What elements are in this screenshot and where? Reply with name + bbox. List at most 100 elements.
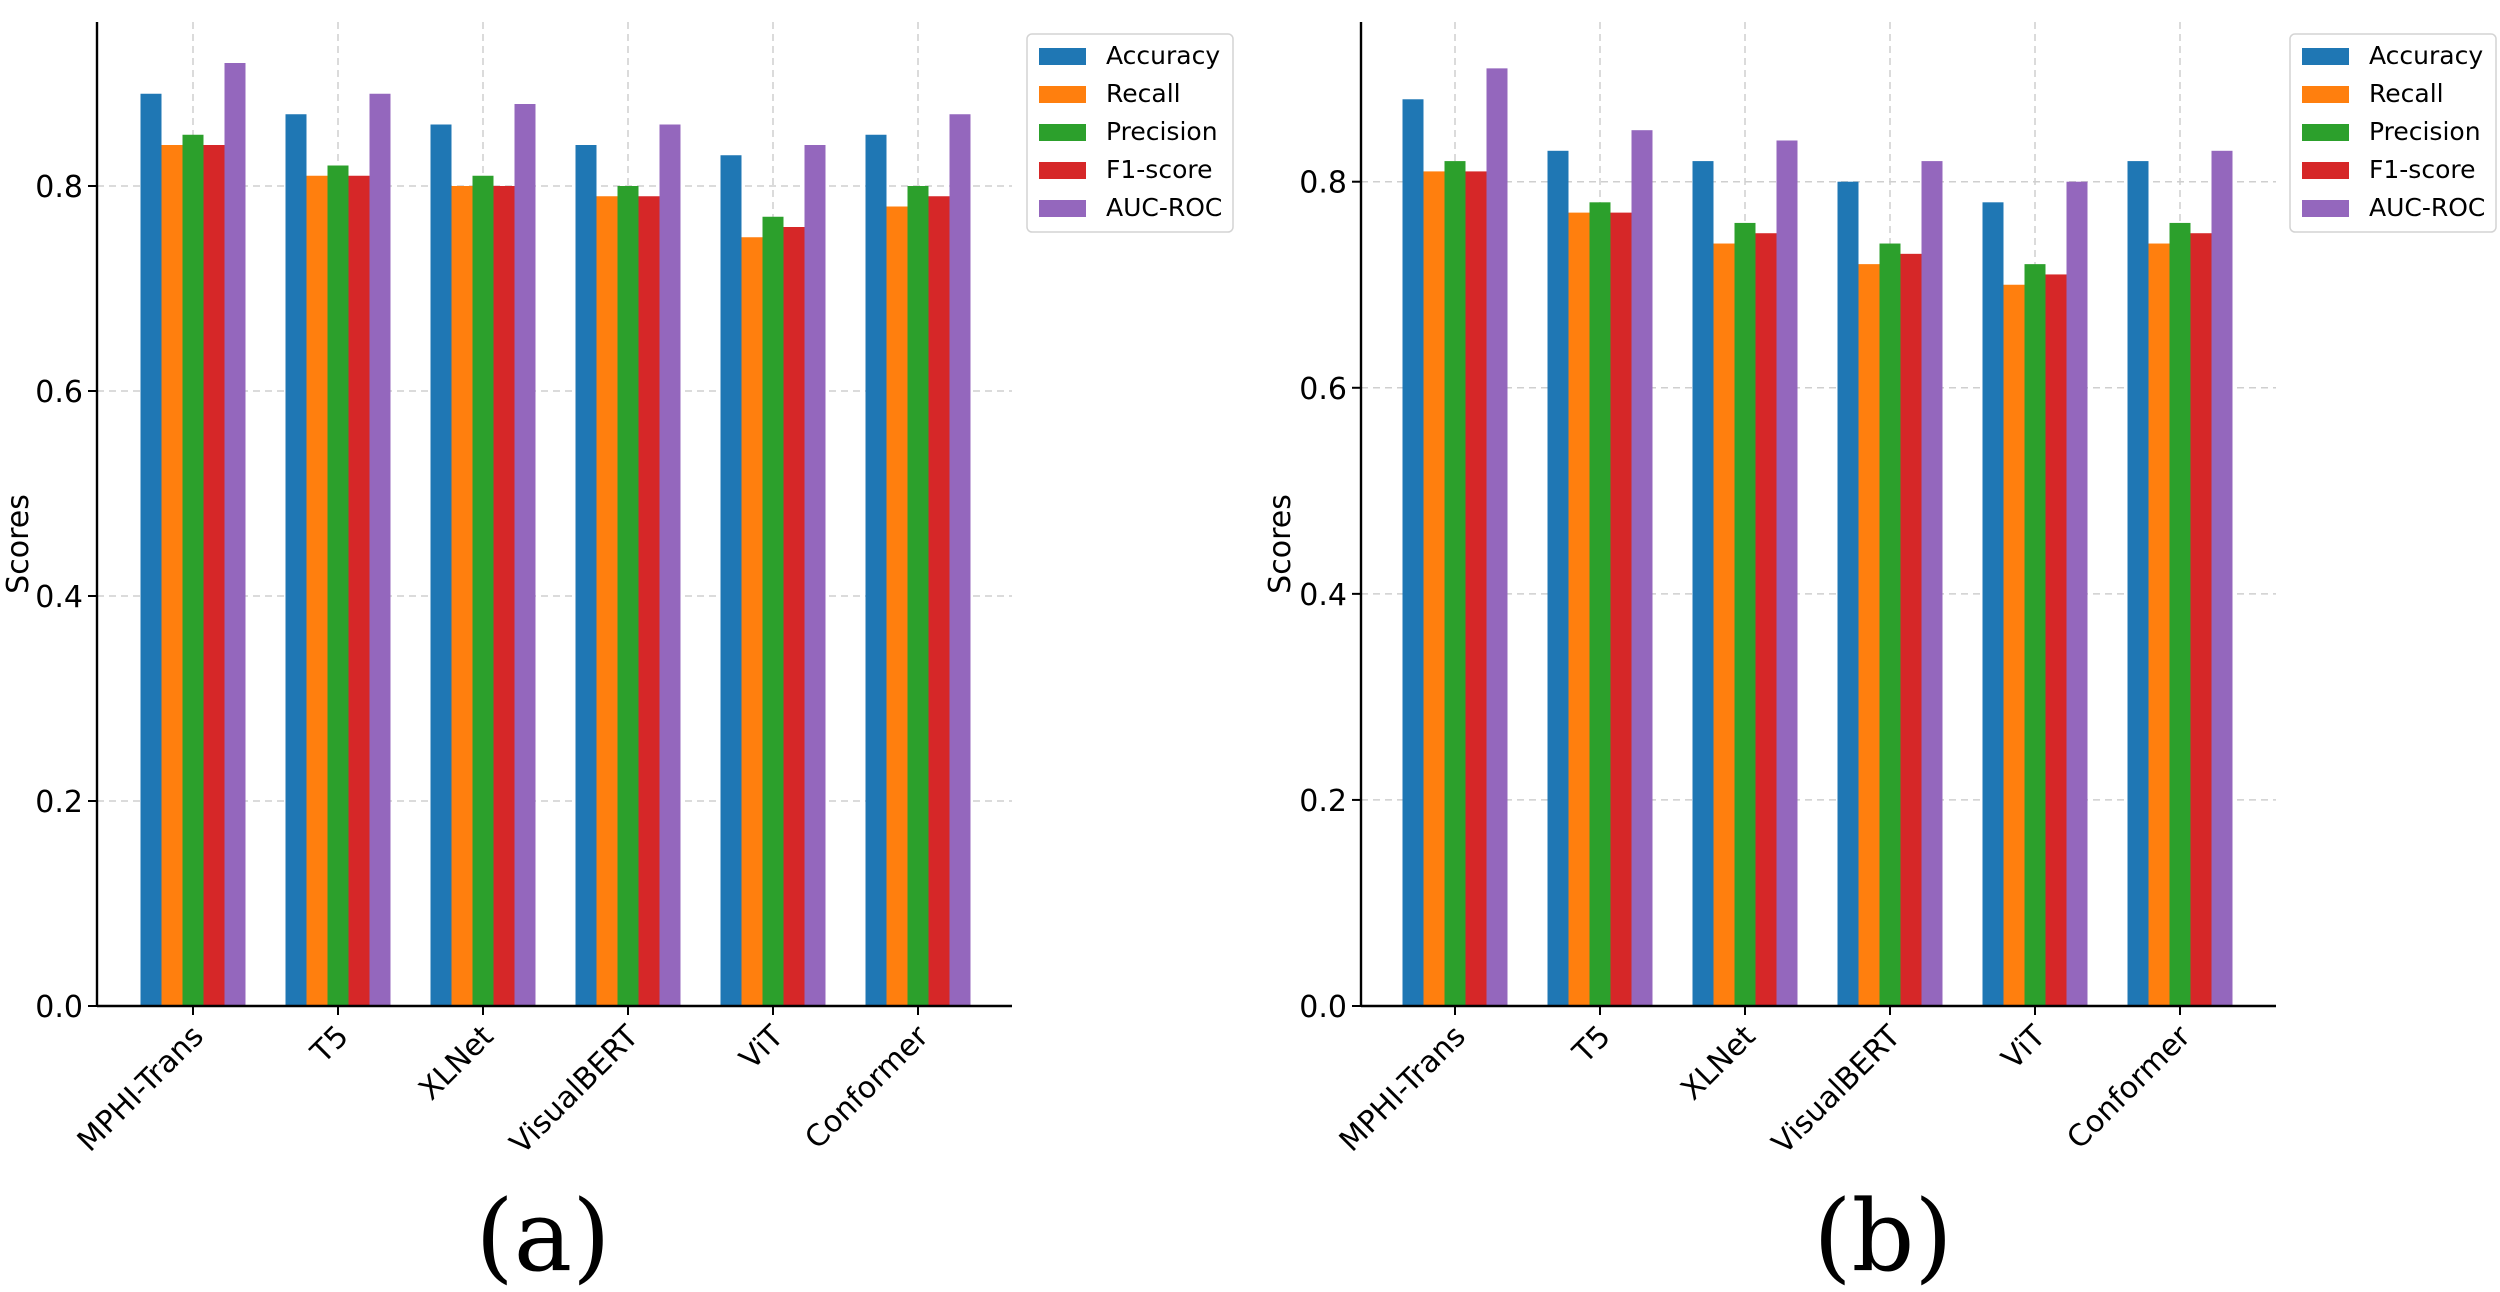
x-tick-label: Conformer xyxy=(2060,1018,2198,1156)
x-tick-label: VisualBERT xyxy=(1765,1018,1908,1161)
bar-f1-score-conformer xyxy=(2190,233,2212,1007)
bar-recall-conformer xyxy=(886,206,908,1006)
legend-label: Precision xyxy=(1106,117,1218,146)
bar-precision-mphi-trans xyxy=(182,134,204,1006)
bar-f1-score-visualbert xyxy=(638,196,660,1006)
bar-accuracy-conformer xyxy=(865,134,887,1006)
y-tick-label: 0.6 xyxy=(35,375,83,410)
bar-f1-score-t5 xyxy=(1610,212,1632,1006)
bar-precision-xlnet xyxy=(1734,222,1756,1007)
legend: Accuracy Recall Precision F1-score AUC-ROC xyxy=(2289,33,2497,233)
bar-accuracy-vit xyxy=(1982,202,2004,1006)
x-tick-label: T5 xyxy=(1566,1019,1618,1071)
bar-f1-score-xlnet xyxy=(493,186,515,1006)
bar-accuracy-vit xyxy=(720,155,742,1006)
bar-recall-mphi-trans xyxy=(161,145,183,1006)
bar-precision-t5 xyxy=(1589,202,1611,1006)
x-tick-label: T5 xyxy=(304,1019,356,1071)
y-tick-label: 0.0 xyxy=(35,990,83,1025)
bar-precision-conformer xyxy=(2169,222,2191,1007)
bar-auc-roc-t5 xyxy=(1631,130,1653,1006)
legend-label: F1-score xyxy=(2369,155,2475,184)
bar-accuracy-visualbert xyxy=(1837,181,1859,1007)
legend-label: AUC-ROC xyxy=(1106,193,1222,222)
bar-recall-conformer xyxy=(2148,243,2170,1006)
chart-panel-a: 0.0 0.2 0.4 0.6 0.8 MPHI-Trans T5 XLNet VisualBE… xyxy=(1,22,1234,1292)
y-tick-label: 0.2 xyxy=(1299,784,1347,819)
bar-f1-score-conformer xyxy=(928,196,950,1006)
bar-precision-vit xyxy=(762,216,784,1006)
bar-auc-roc-conformer xyxy=(2211,150,2233,1007)
bar-recall-vit xyxy=(2003,284,2025,1006)
bar-auc-roc-vit xyxy=(2066,181,2088,1007)
bar-auc-roc-visualbert xyxy=(659,124,681,1006)
y-tick-label: 0.8 xyxy=(1299,166,1347,201)
x-tick-label: XLNet xyxy=(1674,1019,1763,1108)
legend-swatch xyxy=(1039,86,1086,103)
bar-accuracy-visualbert xyxy=(575,145,597,1006)
y-tick-label: 0.6 xyxy=(1299,372,1347,407)
y-axis-title: Scores xyxy=(1263,494,1298,594)
legend-label: Precision xyxy=(2369,117,2481,146)
x-tick-label: XLNet xyxy=(412,1019,501,1108)
legend-label: F1-score xyxy=(1106,155,1212,184)
bar-auc-roc-visualbert xyxy=(1921,161,1943,1006)
bar-precision-mphi-trans xyxy=(1444,161,1466,1006)
bar-auc-roc-mphi-trans xyxy=(224,63,246,1006)
legend-swatch xyxy=(2302,200,2349,217)
bar-precision-t5 xyxy=(327,165,349,1006)
bar-accuracy-t5 xyxy=(285,114,307,1006)
legend-label: Recall xyxy=(2369,79,2444,108)
bar-precision-visualbert xyxy=(617,186,639,1006)
bar-accuracy-mphi-trans xyxy=(140,93,162,1006)
bar-accuracy-mphi-trans xyxy=(1402,99,1424,1007)
bar-f1-score-vit xyxy=(2045,274,2067,1006)
bar-recall-xlnet xyxy=(1713,243,1735,1006)
bar-accuracy-conformer xyxy=(2127,161,2149,1006)
legend-swatch xyxy=(1039,162,1086,179)
bar-accuracy-xlnet xyxy=(430,124,452,1006)
legend-label: Recall xyxy=(1106,79,1181,108)
legend-frame xyxy=(2289,33,2497,233)
bar-auc-roc-xlnet xyxy=(514,104,536,1006)
x-tick-label: ViT xyxy=(1995,1018,2053,1076)
legend-swatch xyxy=(2302,86,2349,103)
legend-swatch xyxy=(1039,124,1086,141)
panel-label: (a) xyxy=(476,1180,611,1292)
y-axis-title: Scores xyxy=(1,494,36,594)
bar-accuracy-xlnet xyxy=(1692,161,1714,1006)
bar-accuracy-t5 xyxy=(1547,150,1569,1007)
bar-precision-visualbert xyxy=(1879,243,1901,1006)
bar-f1-score-visualbert xyxy=(1900,253,1922,1006)
panel-label: (b) xyxy=(1813,1180,1952,1292)
bar-f1-score-vit xyxy=(783,227,805,1006)
bar-f1-score-xlnet xyxy=(1755,233,1777,1007)
x-tick-label: Conformer xyxy=(798,1018,936,1156)
x-tick-label: MPHI-Trans xyxy=(71,1019,211,1159)
bar-recall-xlnet xyxy=(451,186,473,1006)
legend-swatch xyxy=(2302,124,2349,141)
x-tick-label: VisualBERT xyxy=(503,1018,646,1161)
bar-auc-roc-t5 xyxy=(369,93,391,1006)
y-tick-label: 0.2 xyxy=(35,785,83,820)
x-tick-label: MPHI-Trans xyxy=(1333,1019,1473,1159)
bar-auc-roc-vit xyxy=(804,145,826,1006)
legend: Accuracy Recall Precision F1-score AUC-ROC xyxy=(1026,33,1234,233)
legend-label: Accuracy xyxy=(1106,41,1220,70)
bar-recall-visualbert xyxy=(596,196,618,1006)
y-tick-label: 0.8 xyxy=(35,170,83,205)
bar-auc-roc-mphi-trans xyxy=(1486,68,1508,1006)
y-tick-label: 0.4 xyxy=(35,580,83,615)
legend-swatch xyxy=(2302,48,2349,65)
legend-swatch xyxy=(1039,48,1086,65)
bar-auc-roc-xlnet xyxy=(1776,140,1798,1007)
legend-swatch xyxy=(1039,200,1086,217)
bar-f1-score-mphi-trans xyxy=(1465,171,1487,1006)
chart-panel-b: 0.0 0.2 0.4 0.6 0.8 MPHI-Trans T5 XLNet VisualBE… xyxy=(1263,22,2497,1292)
bar-precision-conformer xyxy=(907,186,929,1006)
legend-label: Accuracy xyxy=(2369,41,2483,70)
legend-label: AUC-ROC xyxy=(2369,193,2485,222)
bar-auc-roc-conformer xyxy=(949,114,971,1006)
bar-f1-score-mphi-trans xyxy=(203,145,225,1006)
